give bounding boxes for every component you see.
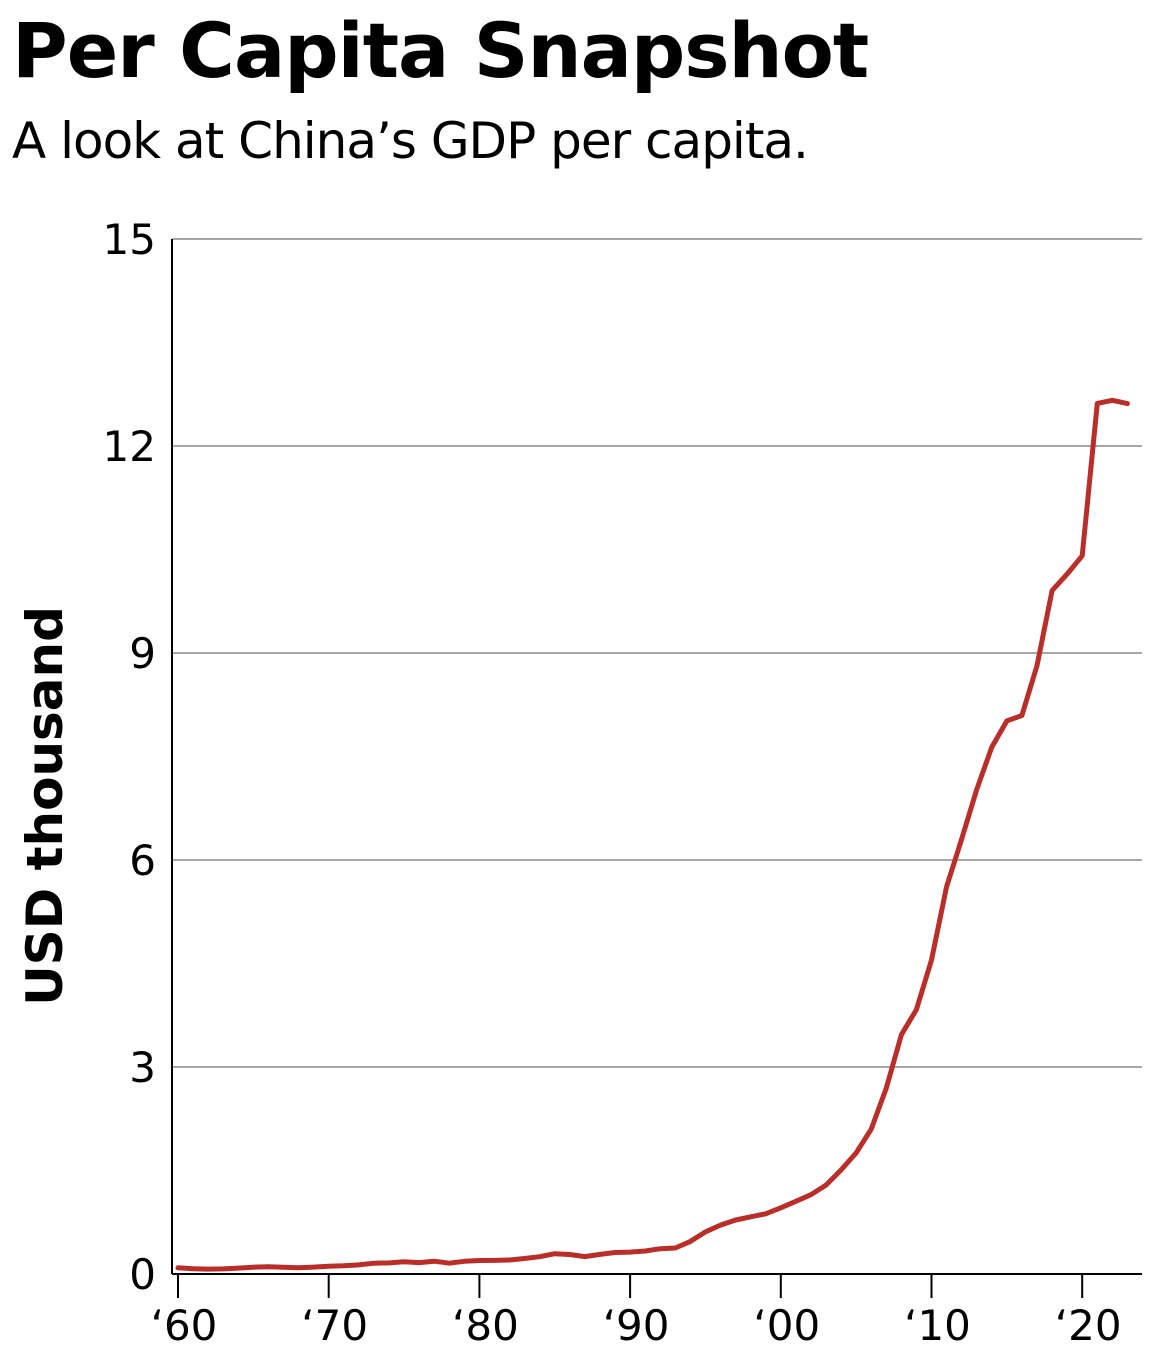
y-tick-label: 9 (129, 629, 156, 678)
chart-title: Per Capita Snapshot (12, 6, 869, 95)
y-tick-label: 0 (129, 1250, 156, 1299)
gridlines (172, 238, 1142, 1068)
x-tick-label: ‘10 (904, 1301, 971, 1350)
y-axis-ticks: 0 3 6 9 12 15 (103, 215, 156, 1299)
y-tick-label: 15 (103, 215, 156, 264)
y-axis-label: USD thousand (16, 606, 74, 1006)
x-tick-label: ‘90 (603, 1301, 670, 1350)
series-line (175, 397, 1130, 1272)
x-tick-label: ‘20 (1055, 1301, 1122, 1350)
y-tick-label: 12 (103, 422, 156, 471)
x-tick-label: ‘00 (753, 1301, 820, 1350)
y-tick-label: 3 (129, 1043, 156, 1092)
x-axis-ticks: ‘60 ‘70 ‘80 ‘90 ‘00 ‘10 ‘20 (151, 1274, 1122, 1350)
y-tick-label: 6 (129, 836, 156, 885)
chart-subtitle: A look at China’s GDP per capita. (12, 112, 809, 170)
x-tick-label: ‘80 (452, 1301, 519, 1350)
x-tick-label: ‘70 (301, 1301, 368, 1350)
series-group (175, 397, 1130, 1272)
x-tick-label: ‘60 (151, 1301, 218, 1350)
